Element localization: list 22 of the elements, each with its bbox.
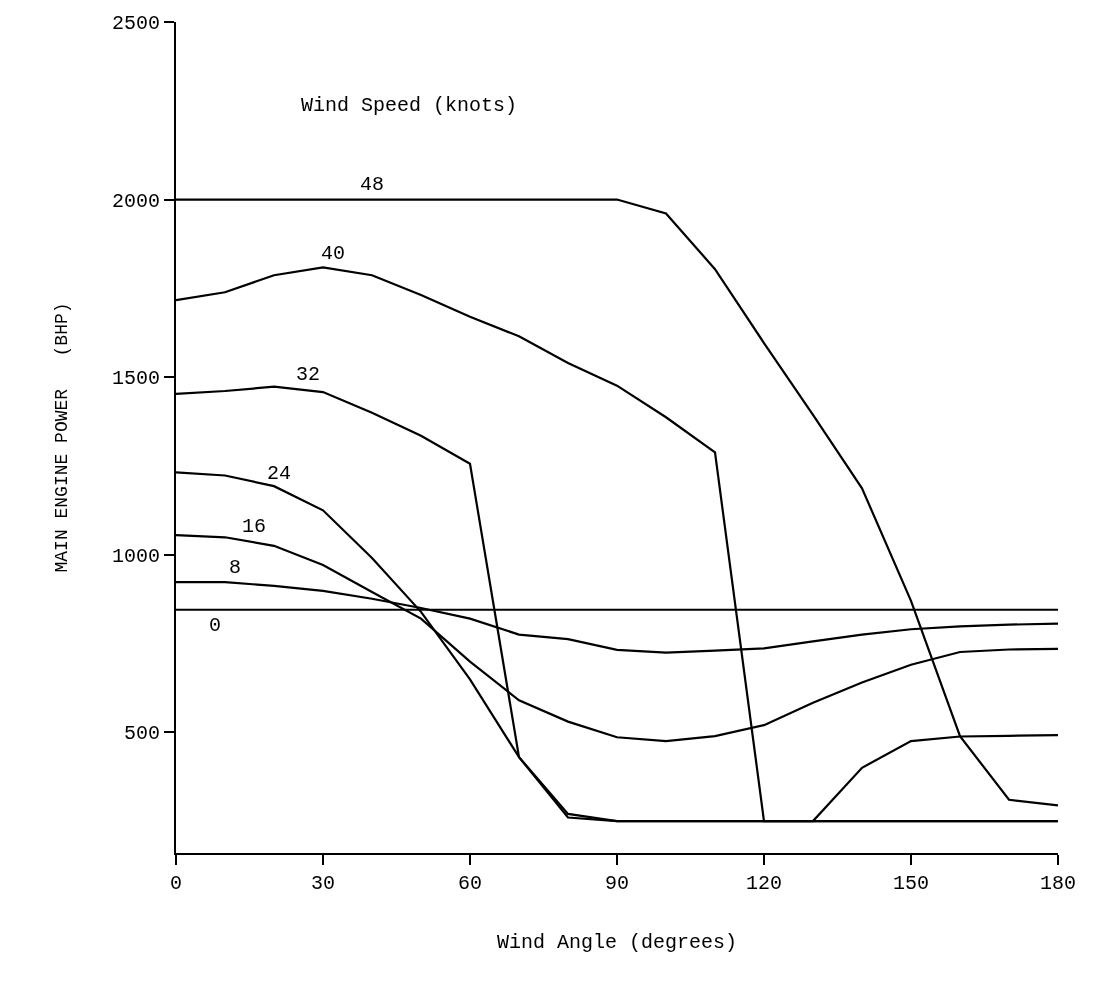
y-tick-label: 2000 xyxy=(111,189,160,213)
x-tick-label: 150 xyxy=(892,872,930,895)
y-tick-label: 2500 xyxy=(111,12,160,35)
series-label: 24 xyxy=(267,462,292,485)
series-label: 8 xyxy=(229,556,242,579)
x-tick-label: 60 xyxy=(457,872,483,895)
x-tick-label: 0 xyxy=(169,872,183,895)
y-tick-label: 1500 xyxy=(111,367,160,391)
x-tick-label: 30 xyxy=(310,872,336,895)
x-tick-label: 120 xyxy=(745,872,783,895)
x-tick-label: 90 xyxy=(604,872,630,895)
series-label: 40 xyxy=(321,242,346,265)
y-axis-title: MAIN ENGINE POWER (BHP) xyxy=(51,302,72,573)
series-label: 0 xyxy=(209,614,222,637)
legend-title: Wind Speed (knots) xyxy=(301,94,518,117)
series-label: 32 xyxy=(296,363,321,386)
y-tick-label: 500 xyxy=(123,722,160,746)
x-tick-label: 180 xyxy=(1039,872,1077,895)
y-tick-label: 1000 xyxy=(111,544,160,568)
series-label: 48 xyxy=(360,173,385,196)
x-axis-title: Wind Angle (degrees) xyxy=(496,931,738,954)
series-label: 16 xyxy=(242,515,267,538)
